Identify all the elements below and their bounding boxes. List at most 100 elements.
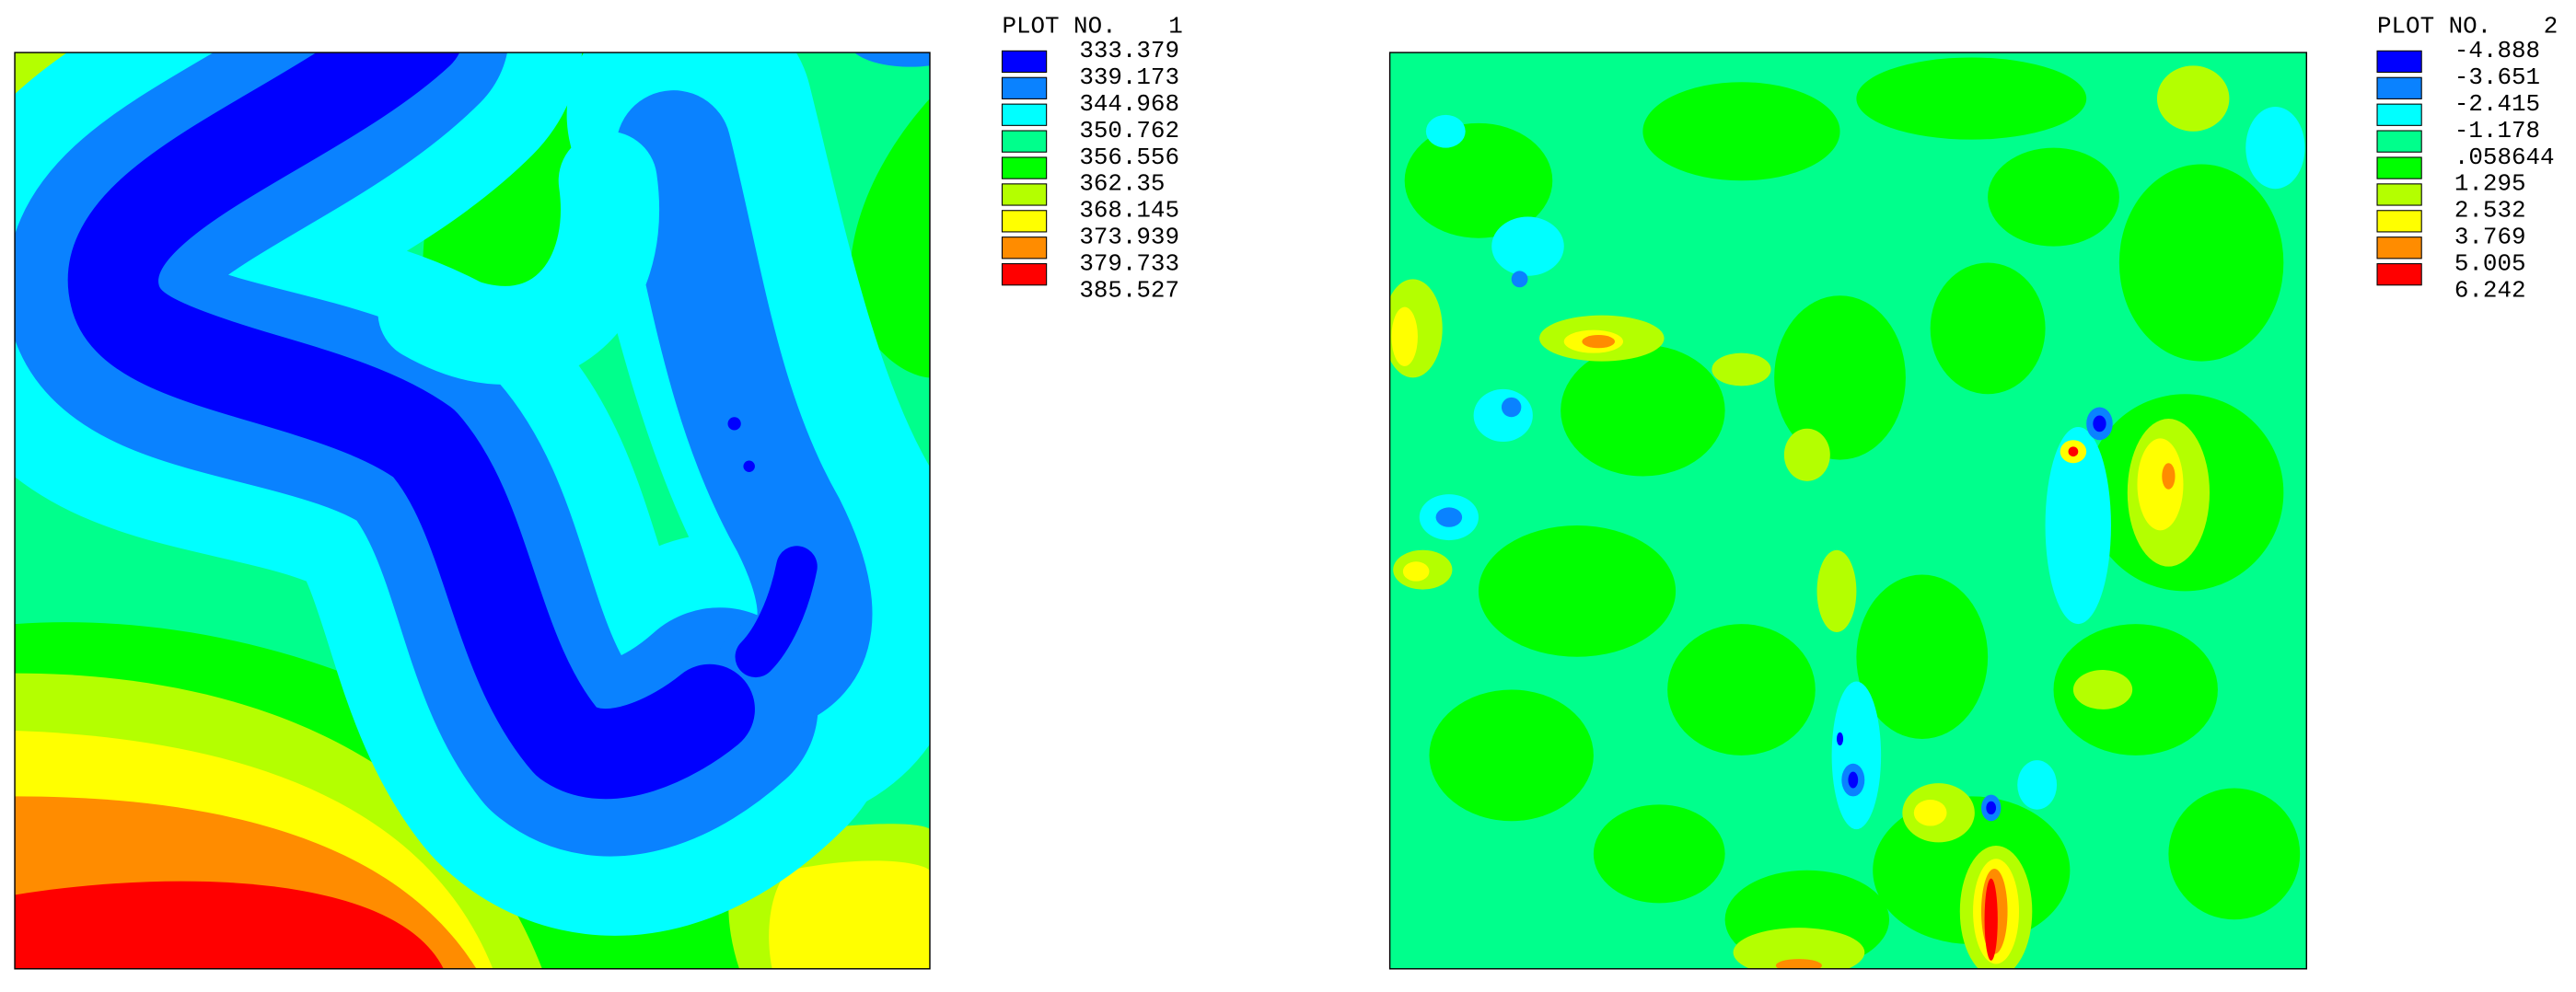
contour-region [2162, 463, 2176, 490]
legend-swatch [2376, 103, 2422, 126]
contour-region [1478, 525, 1677, 657]
contour-region [1856, 57, 2087, 140]
contour-region [735, 546, 818, 678]
contour-region [727, 417, 741, 431]
contour-region [1831, 681, 1882, 830]
contour-region [1836, 415, 2106, 815]
contour-region [1836, 732, 1844, 746]
legend-swatch [1001, 210, 1048, 233]
contour-region [1389, 65, 2230, 969]
contour-region [616, 90, 873, 732]
contour-region [1404, 122, 1553, 238]
contour-region [2072, 670, 2133, 709]
legend-value: 373.939 [1079, 223, 1179, 250]
contour-region [1816, 549, 1857, 632]
scaled-layer: PLOT NO. 1333.379339.173344.968350.762356… [14, 12, 2559, 970]
contour-region [1712, 352, 1771, 386]
contour-region [1404, 57, 2301, 969]
contour-plot-1 [15, 52, 930, 969]
contour-region [1511, 271, 1528, 288]
legend-value: 368.145 [1079, 197, 1179, 225]
plot-frame [1388, 52, 2308, 970]
legend-label: PLOT NO. [2377, 12, 2491, 40]
contour-region [1642, 82, 1840, 181]
legend-value: 333.379 [1079, 37, 1179, 64]
legend-value: 6.242 [2454, 276, 2526, 304]
legend-swatch [1001, 236, 1048, 260]
contour-region [2168, 788, 2301, 920]
contour-region [2017, 760, 2058, 810]
legend-swatch [1001, 263, 1048, 286]
contour-region [377, 131, 659, 385]
contour-region [1848, 771, 1859, 789]
contour-region [1435, 507, 1463, 527]
legend-value: 3.769 [2454, 223, 2526, 250]
contour-region [2156, 65, 2230, 132]
legend-swatch [2376, 183, 2422, 206]
legend-swatch [2376, 130, 2422, 153]
legends: PLOT NO. 1333.379339.173344.968350.762356… [1001, 12, 2559, 304]
contour-region [1582, 335, 1616, 349]
contour-region [850, 98, 930, 378]
contour-region [1402, 561, 1430, 582]
contour-region [1429, 689, 1594, 822]
legend-swatch [2376, 263, 2422, 286]
legend-swatch [1001, 156, 1048, 179]
legend-swatch [2376, 76, 2422, 99]
contour-region [1473, 388, 1533, 443]
contour-region [2068, 446, 2079, 457]
legend-value: -3.651 [2454, 63, 2540, 91]
contour-region [1783, 428, 1830, 481]
contour-region [15, 52, 930, 936]
legend-value: 2.532 [2454, 197, 2526, 225]
contour-region [853, 52, 930, 67]
legend-value: .058644 [2454, 144, 2555, 171]
contour-region [1667, 624, 1816, 756]
legend-number: 2 [2544, 12, 2559, 40]
legend-value: 339.173 [1079, 63, 1179, 91]
contour-region [1391, 306, 1418, 366]
legend-value: 5.005 [2454, 249, 2526, 277]
contour-region [1775, 959, 1822, 969]
legend-swatch [2376, 236, 2422, 260]
legend-label: PLOT NO. [1002, 12, 1116, 40]
legend-value: 362.35 [1079, 170, 1165, 198]
legend-value: 385.527 [1079, 276, 1179, 304]
legend-swatch [1001, 103, 1048, 126]
legend-value: 1.295 [2454, 170, 2526, 198]
legend-swatch [2376, 156, 2422, 179]
contour-region [1425, 114, 1466, 148]
contour-region [769, 860, 930, 969]
contour-region [1733, 928, 1865, 969]
contour-region [743, 460, 755, 473]
contour-region [2118, 164, 2284, 362]
contour-region [2093, 415, 2106, 433]
legend-swatch [2376, 50, 2422, 74]
legend-swatch [1001, 76, 1048, 99]
contour-region [1491, 216, 1564, 276]
contour-region [1913, 800, 1947, 826]
legend-swatch [1001, 183, 1048, 206]
plot-frame [14, 52, 931, 970]
legend-value: -2.415 [2454, 90, 2540, 118]
contour-region [67, 52, 755, 800]
contour-region [2053, 624, 2218, 756]
contour-region [2137, 438, 2184, 531]
contour-region [2245, 106, 2305, 190]
contour-plot-2 [1389, 52, 2307, 969]
legend-swatch [1001, 50, 1048, 74]
contour-region [1856, 574, 1989, 739]
contour-region [1774, 295, 1906, 460]
legend-value: 344.968 [1079, 90, 1179, 118]
contour-region [1984, 878, 1998, 961]
legend-swatch [1001, 130, 1048, 153]
contour-region [15, 881, 444, 969]
legend-number: 1 [1168, 12, 1183, 40]
contour-region [1930, 262, 2046, 395]
contour-region [1988, 147, 2119, 247]
legend-value: 379.733 [1079, 249, 1179, 277]
legend-value: -1.178 [2454, 117, 2540, 144]
legend-value: -4.888 [2454, 37, 2540, 64]
